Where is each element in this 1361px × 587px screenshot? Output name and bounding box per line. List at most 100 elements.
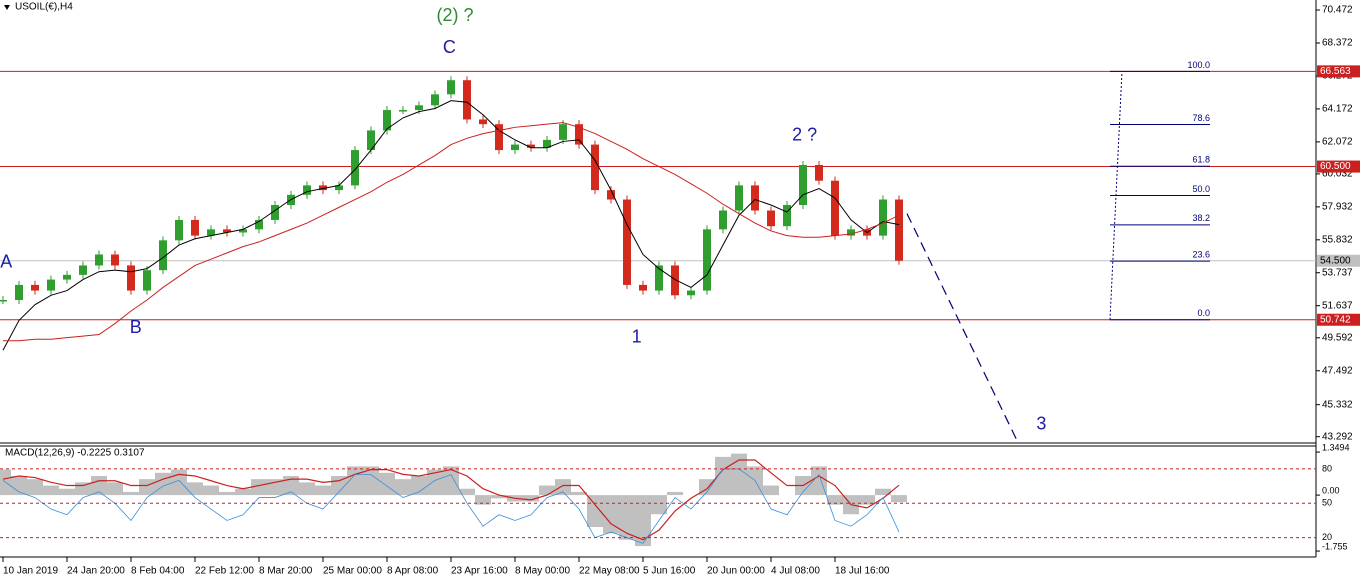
y-tick-label: 68.372 [1322,38,1353,49]
candle [271,205,279,220]
level-label-box [1317,313,1360,326]
x-tick-label: 8 Apr 08:00 [387,566,439,577]
level-label: 60.500 [1320,161,1351,172]
y-tick-label: 49.592 [1322,332,1353,343]
fib-label: 23.6 [1192,250,1210,260]
candle [463,80,471,120]
candle [735,185,743,211]
histogram-bar [235,488,251,496]
candle [687,290,695,296]
candle [511,144,519,151]
candle [559,124,567,140]
x-tick-label: 8 Feb 04:00 [131,566,185,577]
histogram-bar [123,491,139,496]
level-label-box [1317,160,1360,173]
fib-label: 38.2 [1192,213,1210,223]
histogram-bar [315,485,331,496]
fib-label: 100.0 [1187,60,1210,70]
y-tick-label: 57.932 [1322,202,1353,213]
x-tick-label: 22 Feb 12:00 [195,566,254,577]
wave-label: C [443,37,456,57]
candle [351,150,359,186]
histogram-bar [475,495,491,505]
x-tick-label: 4 Jul 08:00 [771,566,820,577]
wave-label: (2) ? [436,5,473,25]
wave-label: 3 [1036,414,1046,434]
candle [63,274,71,280]
candle [639,284,647,291]
candle [719,210,727,230]
candle [415,105,423,111]
moving-average [3,122,900,342]
x-tick-label: 10 Jan 2019 [3,566,58,577]
y-tick-label: 1.3494 [1322,442,1350,452]
candle [431,94,439,106]
level-label-box [1317,254,1360,267]
candle [479,119,487,125]
y-tick-label: -1.755 [1322,541,1348,551]
y-tick-label: 51.637 [1322,300,1353,311]
histogram-bar [875,488,891,496]
candle [255,219,263,230]
candle [895,199,903,261]
candle [767,210,775,227]
candle [31,284,39,291]
histogram-bar [187,482,203,496]
histogram-bar [523,495,539,502]
histogram-bar [491,495,507,499]
y-tick-label: 53.737 [1322,267,1353,278]
histogram-bar [379,472,395,496]
x-tick-label: 20 Jun 00:00 [707,566,765,577]
menu-icon [4,5,10,10]
candle [607,190,615,200]
candle [879,199,887,236]
histogram-bar [107,482,123,496]
histogram-bar [859,495,875,505]
candle [815,164,823,181]
candle [367,130,375,151]
histogram-bar [283,475,299,496]
candle [15,284,23,300]
histogram-bar [603,495,619,534]
candle [623,199,631,285]
x-tick-label: 5 Jun 16:00 [643,566,696,577]
level-label: 54.500 [1320,255,1351,266]
candle [79,265,87,275]
candle [159,240,167,271]
histogram-bar [11,475,27,496]
candle [783,205,791,227]
candle [47,279,55,291]
histogram-bar [219,491,235,496]
candle [335,185,343,191]
histogram-bar [411,475,427,496]
candle [495,124,503,151]
candle [831,180,839,236]
fib-label: 0.0 [1197,308,1210,318]
fib-label: 61.8 [1192,155,1210,165]
histogram-bar [27,479,43,496]
x-tick-label: 23 Apr 16:00 [451,566,508,577]
oscillator-line [2,468,900,544]
candle [655,265,663,291]
y2-tick-label: 20 [1322,532,1332,542]
candle [703,229,711,291]
chart-title: USOIL(€),H4 [15,2,73,13]
y-tick-label: 47.492 [1322,365,1353,376]
candle [127,265,135,291]
x-tick-label: 24 Jan 20:00 [67,566,125,577]
histogram-bar [59,488,75,496]
candle [303,185,311,195]
candle [191,219,199,236]
candle [95,254,103,266]
candle [447,80,455,95]
y-tick-label: 45.332 [1322,399,1353,410]
histogram-bar [715,456,731,496]
histogram-bar [427,469,443,496]
moving-average [2,100,900,351]
y-tick-label: 62.072 [1322,137,1353,148]
x-tick-label: 8 May 00:00 [515,566,570,577]
level-label: 66.563 [1320,66,1351,77]
candle [143,270,151,291]
trendline [906,213,1018,442]
